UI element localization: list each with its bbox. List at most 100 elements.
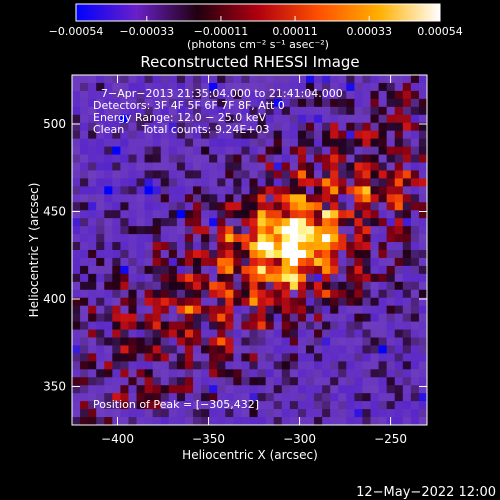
heatmap-cell bbox=[289, 82, 299, 92]
heatmap-cell bbox=[225, 114, 234, 124]
heatmap-cell bbox=[88, 297, 97, 307]
heatmap-cell bbox=[184, 321, 194, 331]
heatmap-cell bbox=[338, 385, 347, 394]
heatmap-cell bbox=[88, 146, 97, 156]
heatmap-cell bbox=[217, 146, 226, 156]
heatmap-cell bbox=[88, 202, 97, 211]
x-tick-label: −250 bbox=[374, 432, 407, 446]
heatmap-cell bbox=[88, 162, 97, 172]
heatmap-cell bbox=[362, 289, 372, 299]
heatmap-cell bbox=[120, 393, 130, 402]
heatmap-cell bbox=[402, 194, 412, 203]
heatmap-cell bbox=[378, 313, 388, 323]
heatmap-cell bbox=[176, 265, 186, 275]
heatmap-cell bbox=[305, 417, 315, 425]
heatmap-cell bbox=[176, 218, 186, 227]
heatmap-cell bbox=[257, 218, 267, 227]
heatmap-cell bbox=[128, 75, 138, 84]
heatmap-cell bbox=[72, 321, 81, 331]
heatmap-cell bbox=[80, 265, 89, 275]
heatmap-cell bbox=[257, 122, 267, 132]
heatmap-cell bbox=[297, 146, 307, 156]
heatmap-cell bbox=[297, 170, 307, 179]
heatmap-cell bbox=[176, 385, 186, 394]
heatmap-cell bbox=[96, 289, 105, 299]
heatmap-cell bbox=[104, 409, 113, 418]
heatmap-cell bbox=[249, 361, 259, 370]
heatmap-cell bbox=[160, 106, 170, 116]
heatmap-cell bbox=[273, 369, 283, 378]
heatmap-cell bbox=[265, 281, 275, 291]
heatmap-cell bbox=[402, 154, 412, 164]
heatmap-cell bbox=[322, 98, 331, 108]
heatmap-cell bbox=[152, 313, 162, 323]
heatmap-cell bbox=[112, 393, 122, 402]
heatmap-cell bbox=[386, 321, 396, 331]
heatmap-cell bbox=[201, 401, 210, 410]
heatmap-cell bbox=[322, 82, 331, 92]
heatmap-cell bbox=[184, 242, 194, 251]
heatmap-cell bbox=[96, 273, 105, 283]
heatmap-cell bbox=[112, 265, 122, 275]
heatmap-cell bbox=[402, 401, 412, 410]
heatmap-cell bbox=[80, 353, 89, 362]
heatmap-cell bbox=[88, 122, 97, 132]
heatmap-cell bbox=[289, 106, 299, 116]
heatmap-cell bbox=[273, 313, 283, 323]
heatmap-cell bbox=[136, 90, 146, 100]
heatmap-cell bbox=[233, 273, 243, 283]
heatmap-cell bbox=[184, 98, 194, 108]
heatmap-cell bbox=[120, 75, 130, 84]
heatmap-cell bbox=[265, 242, 275, 251]
heatmap-cell bbox=[402, 218, 412, 227]
heatmap-cell bbox=[370, 154, 380, 164]
heatmap-cell bbox=[378, 345, 388, 354]
heatmap-cell bbox=[104, 226, 113, 235]
heatmap-cell bbox=[217, 242, 226, 251]
heatmap-cell bbox=[281, 369, 291, 378]
heatmap-cell bbox=[72, 401, 81, 410]
heatmap-cell bbox=[201, 242, 210, 251]
heatmap-cell bbox=[104, 305, 113, 315]
heatmap-cell bbox=[80, 329, 89, 339]
heatmap-cell bbox=[168, 305, 178, 315]
heatmap-cell bbox=[314, 305, 323, 315]
heatmap-cell bbox=[233, 257, 243, 267]
heatmap-cell bbox=[281, 218, 291, 227]
heatmap-cell bbox=[160, 257, 170, 267]
heatmap-cell bbox=[330, 162, 339, 172]
heatmap-cell bbox=[160, 281, 170, 291]
heatmap-cell bbox=[281, 194, 291, 203]
heatmap-cell bbox=[346, 218, 355, 227]
heatmap-cell bbox=[370, 226, 380, 235]
heatmap-cell bbox=[241, 369, 251, 378]
heatmap-cell bbox=[72, 202, 81, 211]
heatmap-cell bbox=[128, 409, 138, 418]
heatmap-cell bbox=[322, 106, 331, 116]
heatmap-cell bbox=[241, 130, 251, 140]
heatmap-cell bbox=[378, 242, 388, 251]
heatmap-cell bbox=[176, 146, 186, 156]
heatmap-cell bbox=[152, 82, 162, 92]
heatmap-cell bbox=[289, 369, 299, 378]
heatmap-cell bbox=[136, 345, 146, 354]
heatmap-cell bbox=[394, 162, 404, 172]
heatmap-cell bbox=[241, 186, 251, 195]
heatmap-cell bbox=[314, 393, 323, 402]
heatmap-cell bbox=[346, 162, 355, 172]
heatmap-cell bbox=[225, 194, 234, 203]
heatmap-cell bbox=[346, 202, 355, 211]
heatmap-cell bbox=[233, 138, 243, 148]
heatmap-cell bbox=[72, 393, 81, 402]
heatmap-cell bbox=[168, 178, 178, 187]
heatmap-cell bbox=[402, 90, 412, 100]
heatmap-cell bbox=[394, 90, 404, 100]
heatmap-cell bbox=[233, 321, 243, 331]
heatmap-cell bbox=[112, 82, 122, 92]
heatmap-cell bbox=[217, 202, 226, 211]
heatmap-cell bbox=[112, 273, 122, 283]
heatmap-cell bbox=[378, 305, 388, 315]
heatmap-cell bbox=[362, 122, 372, 132]
heatmap-cell bbox=[112, 210, 122, 219]
heatmap-cell bbox=[241, 345, 251, 354]
